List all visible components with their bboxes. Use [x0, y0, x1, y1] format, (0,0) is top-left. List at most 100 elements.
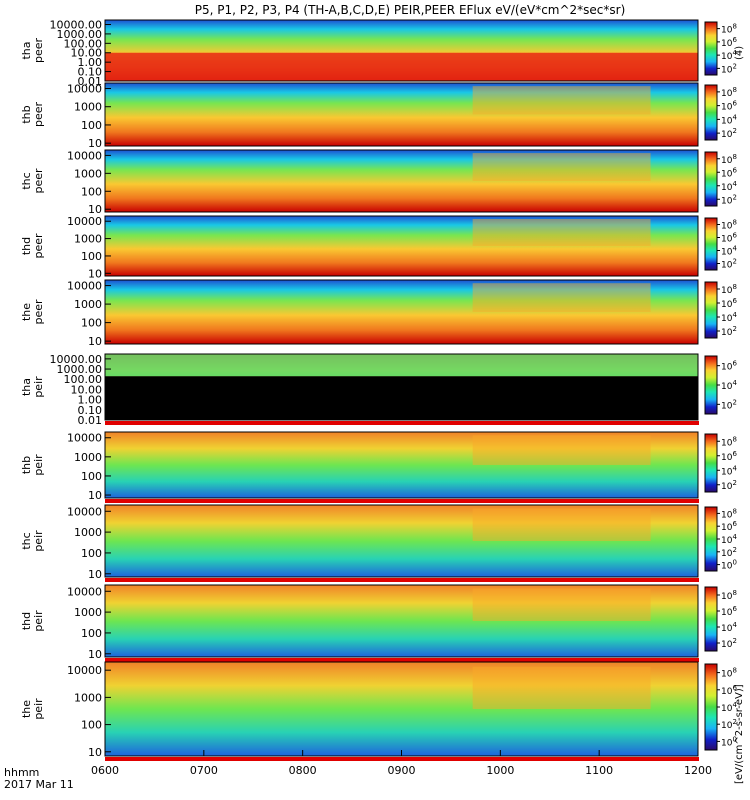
- colorbar-tick-label: 104: [721, 533, 737, 546]
- y-tick-label: 10000: [67, 149, 102, 162]
- y-tick-label: 1000: [74, 101, 102, 114]
- species-label: peir: [32, 376, 45, 398]
- panel-frame: [104, 82, 699, 147]
- y-tick-label: 10: [88, 746, 102, 759]
- panel-label: thc peir: [20, 530, 45, 552]
- species-label: peer: [32, 168, 45, 194]
- x-tick-label: 0600: [91, 764, 119, 777]
- species-label: peer: [32, 38, 45, 64]
- y-tick-label: 10000: [67, 585, 102, 598]
- colorbar-tick-label: 108: [721, 283, 737, 296]
- probe-label: thb: [20, 456, 33, 474]
- y-tick-label: 1000.00: [57, 363, 103, 376]
- colorbar-tick-label: 102: [721, 325, 737, 338]
- colorbar-tick-label: 102: [721, 193, 737, 206]
- y-tick-label: 1000: [74, 691, 102, 704]
- spectrogram-plot-area: [105, 280, 698, 344]
- spectrogram-high-energy-band: [105, 354, 698, 377]
- colorbar-tick-label: 104: [721, 180, 737, 193]
- y-tick-label: 10000: [67, 505, 102, 518]
- spectrogram-plot-area: [105, 432, 698, 498]
- colorbar-tick-label: 102: [721, 258, 737, 271]
- x-tick-label: 0700: [190, 764, 218, 777]
- y-tick-label: 100.00: [64, 373, 103, 386]
- spectrogram-plot-area: [105, 585, 698, 657]
- spectrogram-enhancement: [472, 508, 651, 541]
- probe-label: tha: [20, 41, 33, 59]
- y-tick-label: 10: [88, 648, 102, 661]
- y-tick-label: 1000: [74, 167, 102, 180]
- colorbar-tick-label: 104: [721, 464, 737, 477]
- colorbar: [704, 84, 718, 141]
- colorbar-title: [eV/(cm^2-s-sr-eV)]: [734, 684, 745, 784]
- probe-label: thd: [20, 612, 33, 630]
- y-tick-label: 10000.00: [50, 353, 103, 366]
- spectrogram-enhancement: [472, 588, 651, 621]
- spectrogram-enhancement: [472, 283, 651, 312]
- y-tick-label: 100: [81, 119, 102, 132]
- colorbar-tick-label: 108: [721, 435, 737, 448]
- y-tick-label: 1000: [74, 606, 102, 619]
- panel-frame: [104, 279, 699, 345]
- panel-label: thb peer: [20, 102, 45, 128]
- y-tick-label: 100: [81, 547, 102, 560]
- figure-title: P5, P1, P2, P3, P4 (TH-A,B,C,D,E) PEIR,P…: [195, 3, 626, 17]
- colorbar-tick-label: 108: [721, 667, 737, 680]
- colorbar-partial-label: (4): [734, 46, 745, 60]
- colorbar-tick-label: 102: [721, 718, 737, 731]
- colorbar-tick-label: 102: [721, 637, 737, 650]
- colorbar: [704, 433, 718, 493]
- y-tick-label: 100: [81, 470, 102, 483]
- panel-separator-bar: [105, 499, 699, 503]
- colorbar-tick-label: 104: [721, 621, 737, 634]
- y-tick-label: 0.01: [78, 414, 103, 427]
- colorbar-tick-label: 106: [721, 520, 737, 533]
- colorbar: [704, 355, 718, 415]
- probe-label: thc: [20, 532, 33, 549]
- colorbar-tick-label: 108: [721, 23, 737, 36]
- colorbar: [704, 663, 718, 751]
- panel-frame: [104, 504, 699, 578]
- y-tick-label: 100: [81, 185, 102, 198]
- panel-label: tha peer: [20, 38, 45, 64]
- panel-frame: [104, 584, 699, 658]
- colorbar-tick-label: 106: [721, 100, 737, 113]
- y-tick-label: 100: [81, 719, 102, 732]
- x-tick-label: 1200: [684, 764, 712, 777]
- spectrogram-enhancement: [472, 219, 651, 246]
- spectrogram-enhancement: [472, 153, 651, 181]
- y-tick-label: 100.00: [64, 37, 103, 50]
- panel-label: thc peer: [20, 168, 45, 194]
- y-tick-label: 1000.00: [57, 28, 103, 41]
- colorbar-tick-label: 106: [721, 297, 737, 310]
- colorbar-tick-label: 108: [721, 507, 737, 520]
- spectrogram-plot-area: [105, 662, 698, 756]
- y-tick-label: 100: [81, 317, 102, 330]
- colorbar-tick-label: 106: [721, 166, 737, 179]
- panel-separator-bar: [105, 578, 699, 582]
- colorbar-tick-label: 108: [721, 86, 737, 99]
- colorbar: [704, 281, 718, 339]
- y-tick-label: 10000: [67, 82, 102, 95]
- colorbar-tick-label: 106: [721, 360, 737, 373]
- y-tick-label: 10: [88, 568, 102, 581]
- y-tick-label: 100: [81, 627, 102, 640]
- y-tick-label: 1000: [74, 233, 102, 246]
- y-tick-label: 1.00: [78, 56, 103, 69]
- y-tick-label: 10: [88, 137, 102, 150]
- colorbar-tick-label: 102: [721, 398, 737, 411]
- y-tick-label: 10000: [67, 215, 102, 228]
- y-tick-label: 10.00: [71, 47, 103, 60]
- y-tick-label: 10: [88, 203, 102, 216]
- time-corner-label: hhmm: [4, 766, 39, 779]
- panel-frame: [104, 431, 699, 499]
- panel-stack: 10000.001000.00100.0010.001.000.100.01th…: [20, 18, 737, 777]
- panel-separator-bar: [105, 421, 699, 425]
- colorbar: [704, 21, 718, 76]
- panel-frame: [104, 353, 699, 421]
- colorbar-tick-label: 104: [721, 245, 737, 258]
- panel-separator-bar: [105, 757, 699, 761]
- colorbar-tick-label: 102: [721, 127, 737, 140]
- species-label: peir: [32, 698, 45, 720]
- colorbar: [704, 506, 718, 572]
